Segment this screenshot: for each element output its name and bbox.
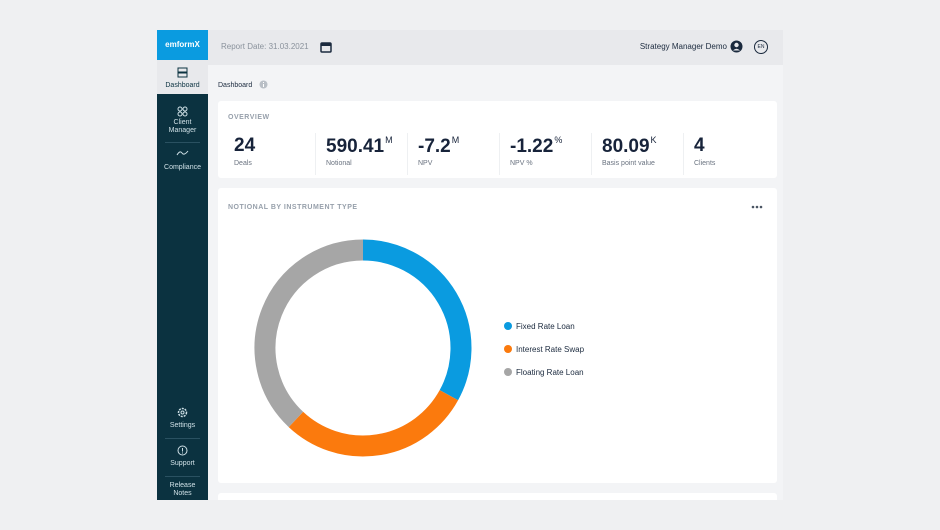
settings-icon xyxy=(177,407,188,418)
kpi-number: 24 xyxy=(234,135,256,156)
legend-label: Fixed Rate Loan xyxy=(516,322,575,331)
info-icon[interactable] xyxy=(259,80,268,89)
top-bar: Report Date: 31.03.2021 Strategy Manager… xyxy=(157,30,783,65)
kpi-value: 590.41M xyxy=(326,135,393,158)
card-title: OVERVIEW xyxy=(228,114,270,121)
kpi-unit: % xyxy=(554,135,563,145)
legend-dot xyxy=(504,368,512,376)
app: Report Date: 31.03.2021 Strategy Manager… xyxy=(157,30,783,500)
nav-item[interactable]: Release Notes xyxy=(169,482,196,497)
donut-segment xyxy=(288,389,459,457)
nav-item[interactable]: Support xyxy=(170,460,195,467)
kpi-label: Basis point value xyxy=(602,160,655,167)
separator xyxy=(165,476,200,477)
kpi-divider xyxy=(499,133,500,175)
kpi-label: Clients xyxy=(694,160,716,167)
support-icon xyxy=(177,445,188,456)
kpi-number: -7.2 xyxy=(418,136,451,157)
nav-item[interactable]: Dashboard xyxy=(165,82,200,89)
donut-segment xyxy=(254,239,364,428)
nav-item[interactable]: Compliance xyxy=(164,164,201,171)
language[interactable]: EN xyxy=(754,40,768,54)
kpi-label: NPV xyxy=(418,160,433,167)
kpi-unit: M xyxy=(385,135,393,145)
separator xyxy=(165,142,200,143)
legend-dot xyxy=(504,345,512,353)
sidebar: Dashboard Client Manager Compliance Sett… xyxy=(157,60,208,500)
kpi-divider xyxy=(683,133,684,175)
dashboard-icon xyxy=(177,67,188,78)
kpi-value: 80.09K xyxy=(602,135,657,158)
overview-card: OVERVIEW 24 Deals 590.41M Notional -7.2M NPV -… xyxy=(218,101,777,178)
legend-label: Interest Rate Swap xyxy=(516,345,585,354)
kpi-value: 24 xyxy=(234,135,255,157)
chart-title: NOTIONAL BY INSTRUMENT TYPE xyxy=(228,204,358,211)
report-date: Report Date: 31.03.2021 xyxy=(221,42,309,51)
menu-icon[interactable] xyxy=(751,205,763,209)
kpi-number: 80.09 xyxy=(602,136,650,157)
kpi-label: NPV % xyxy=(510,160,533,167)
donut-chart: Fixed Rate Loan Interest Rate Swap Floatin… xyxy=(254,239,585,457)
kpi-unit: K xyxy=(650,135,657,145)
compliance-icon xyxy=(176,150,189,156)
logo[interactable]: emformX xyxy=(157,30,208,60)
breadcrumb[interactable]: Dashboard xyxy=(218,82,253,89)
kpi-value: -7.2M xyxy=(418,135,459,158)
calendar-icon[interactable] xyxy=(320,41,332,53)
kpi-value: -1.22% xyxy=(510,135,562,158)
nav-item[interactable]: Settings xyxy=(169,422,196,429)
kpi-number: 590.41 xyxy=(326,136,385,157)
kpi-label: Notional xyxy=(326,160,352,167)
user-icon[interactable] xyxy=(730,40,743,53)
legend-label: Floating Rate Loan xyxy=(516,368,584,377)
nav-item[interactable]: Client Manager xyxy=(168,119,197,134)
kpi-divider xyxy=(591,133,592,175)
legend-dot xyxy=(504,322,512,330)
kpi-divider xyxy=(407,133,408,175)
separator xyxy=(165,438,200,439)
kpi-label: Deals xyxy=(234,160,252,167)
kpi-number: 4 xyxy=(694,135,705,156)
kpi-number: -1.22 xyxy=(510,136,554,157)
client-icon xyxy=(177,106,188,117)
user-name[interactable]: Strategy Manager Demo xyxy=(639,42,727,51)
kpi-unit: M xyxy=(451,135,460,145)
donut-segment xyxy=(362,239,472,401)
chart-card: NOTIONAL BY INSTRUMENT TYPE Fixed Rate L… xyxy=(218,188,777,483)
kpi-divider xyxy=(315,133,316,175)
kpi-value: 4 xyxy=(694,135,705,157)
next-card xyxy=(218,493,777,500)
